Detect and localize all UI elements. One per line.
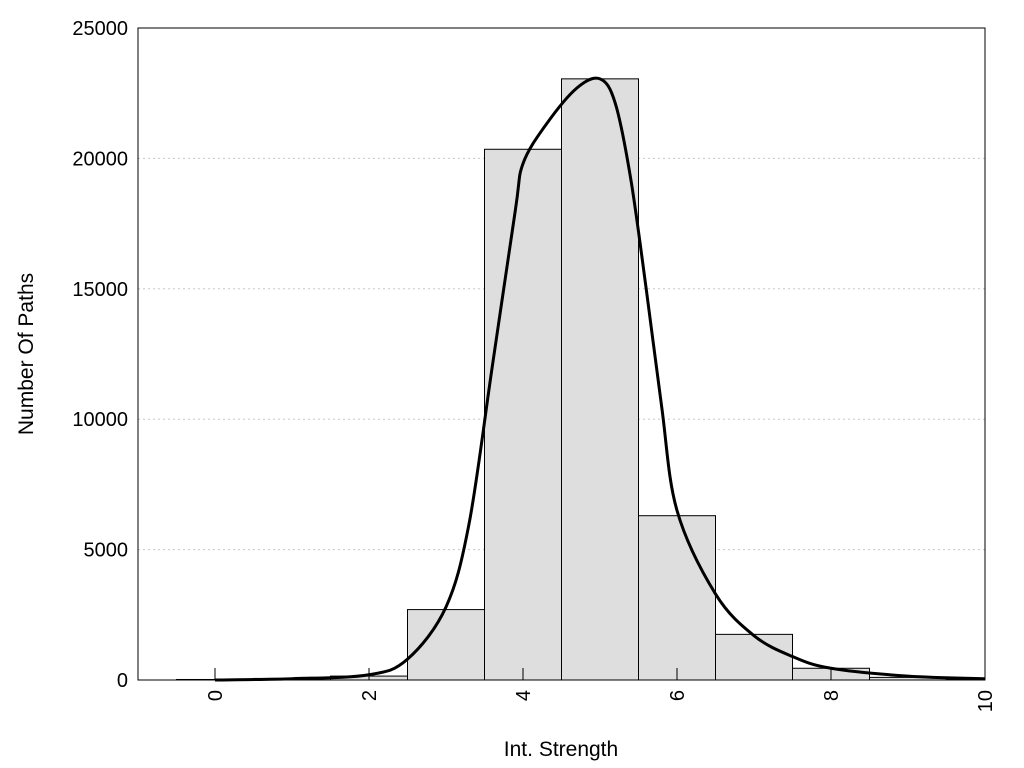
histogram-bar	[561, 78, 639, 681]
y-tick-label: 25000	[72, 18, 128, 40]
y-tick-label: 5000	[84, 540, 129, 562]
x-tick-label: 10	[975, 690, 997, 712]
histogram-bar	[407, 609, 485, 681]
density-curve	[214, 76, 986, 682]
y-tick-label: 20000	[72, 148, 128, 170]
x-axis-ticks: 0 2 4 6 8 10	[205, 668, 997, 712]
plot-frame	[137, 27, 986, 681]
y-tick-label: 15000	[72, 279, 128, 301]
x-tick-label: 8	[821, 690, 843, 701]
y-axis-label: Number Of Paths	[15, 273, 38, 435]
x-tick-label: 0	[205, 690, 227, 701]
histogram-bar	[715, 633, 793, 681]
histogram-bar	[638, 515, 716, 681]
histogram-bars	[176, 78, 986, 681]
y-tick-label: 0	[117, 670, 128, 692]
y-axis-ticks: 0 5000 10000 15000 20000 25000	[72, 18, 128, 692]
x-tick-label: 2	[359, 690, 381, 701]
x-tick-label: 4	[513, 690, 535, 701]
x-tick-label: 6	[667, 690, 689, 701]
gridlines	[138, 157, 985, 551]
y-tick-label: 10000	[72, 409, 128, 431]
histogram-bar	[484, 148, 562, 681]
density-curve-group	[214, 76, 986, 682]
x-axis-label: Int. Strength	[504, 738, 618, 761]
